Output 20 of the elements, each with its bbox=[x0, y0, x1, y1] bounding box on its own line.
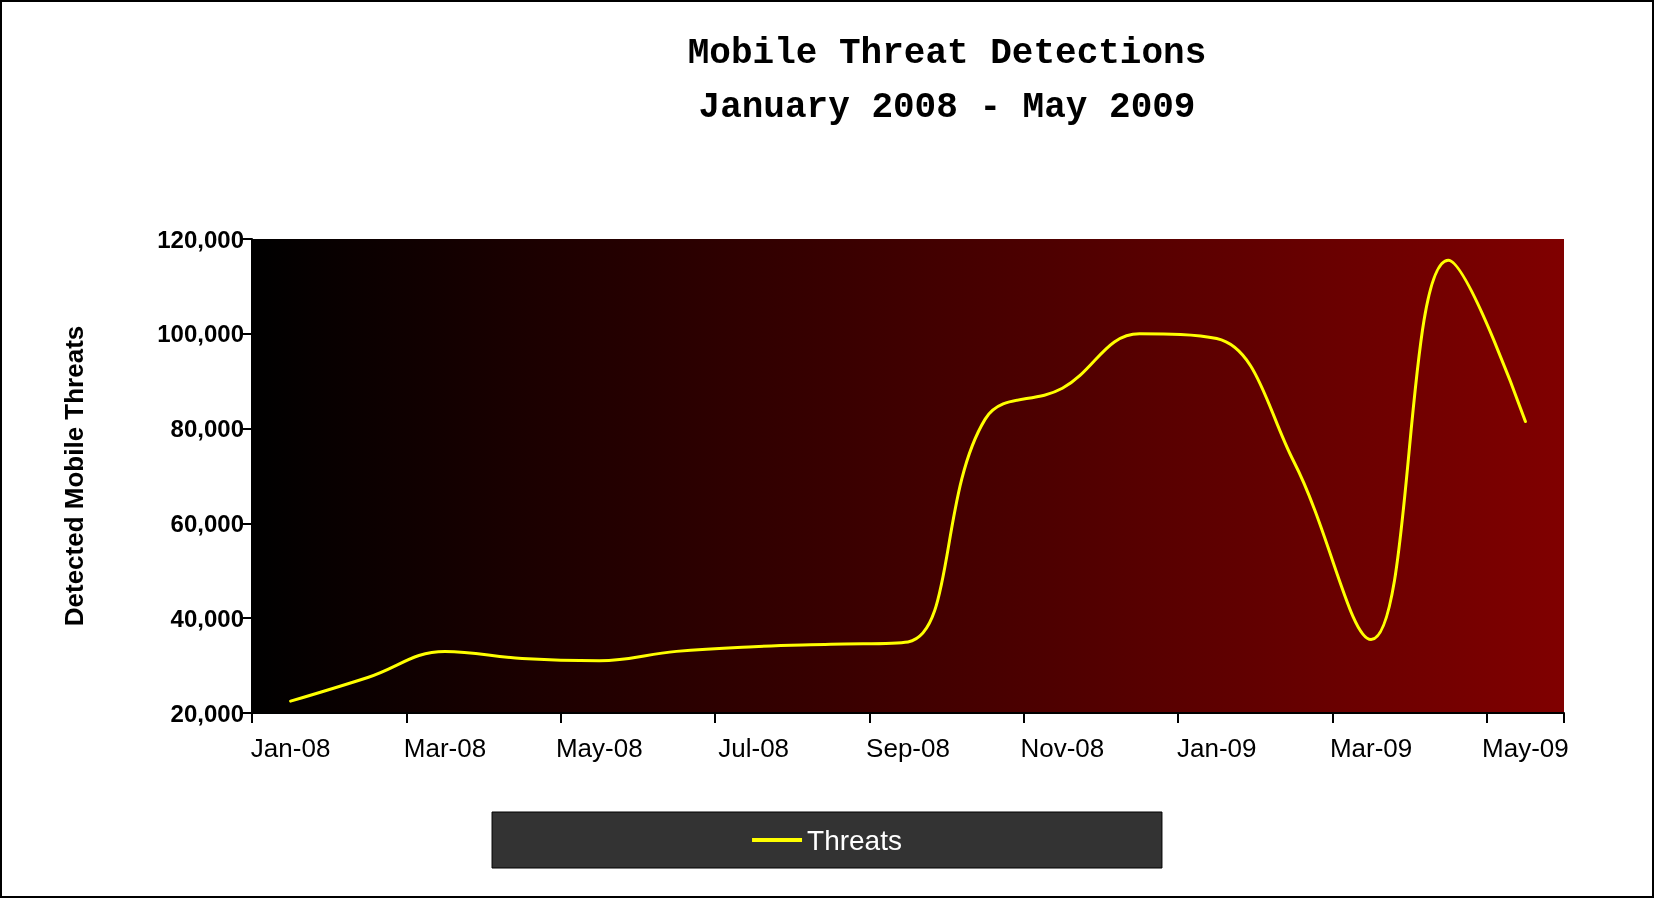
x-tick-label: Mar-08 bbox=[403, 733, 487, 763]
x-tick-label: May-08 bbox=[555, 733, 643, 763]
y-tick-label: 100,000 bbox=[157, 320, 244, 348]
x-tick-label: Jul-08 bbox=[718, 733, 790, 763]
chart-title: Mobile Threat Detections bbox=[687, 32, 1207, 74]
y-tick-label: 120,000 bbox=[157, 225, 244, 253]
chart-subtitle: January 2008 - May 2009 bbox=[698, 86, 1196, 128]
x-tick-label: Sep-08 bbox=[866, 733, 950, 763]
y-tick-label: 20,000 bbox=[170, 699, 244, 727]
x-tick-label: May-09 bbox=[1482, 733, 1569, 763]
x-tick-label: Mar-09 bbox=[1329, 733, 1413, 763]
x-tick-label: Nov-08 bbox=[1020, 733, 1105, 763]
y-tick-label: 60,000 bbox=[170, 509, 244, 537]
legend-label: Threats bbox=[807, 824, 902, 856]
x-tick-label: Jan-09 bbox=[1176, 733, 1257, 763]
y-axis-title: Detected Mobile Threats bbox=[59, 325, 89, 627]
x-tick-label: Jan-08 bbox=[250, 733, 331, 763]
y-tick-label: 40,000 bbox=[170, 604, 244, 632]
line-series bbox=[289, 258, 1527, 703]
y-tick-label: 80,000 bbox=[170, 415, 244, 443]
